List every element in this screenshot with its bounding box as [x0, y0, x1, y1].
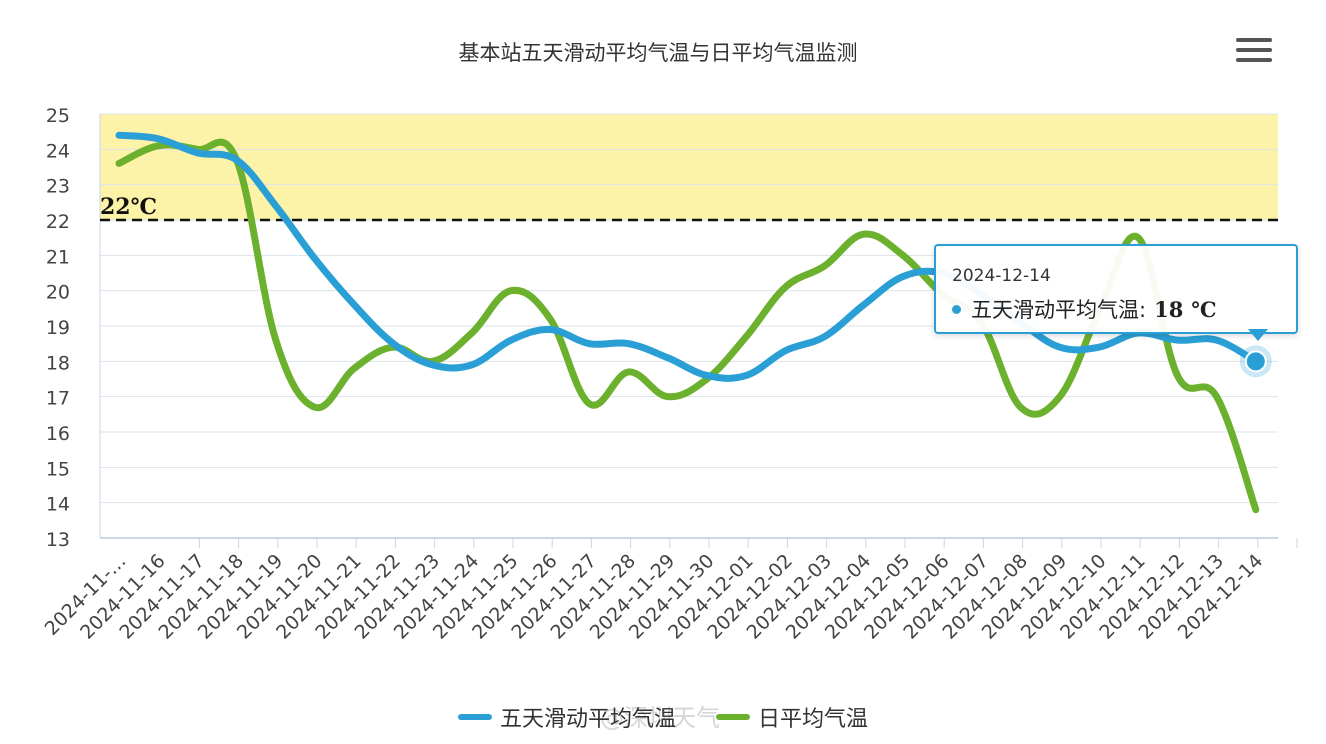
- legend-item-daily-avg[interactable]: 日平均气温: [716, 701, 868, 733]
- y-tick-label: 15: [46, 458, 70, 480]
- chart-title: 基本站五天滑动平均气温与日平均气温监测: [459, 41, 858, 65]
- legend-swatch-daily-avg: [716, 714, 750, 720]
- watermark: @深圳天气: [600, 704, 720, 732]
- tooltip-series-label: 五天滑动平均气温:: [971, 298, 1147, 322]
- legend-swatch-five-day-avg: [457, 714, 492, 720]
- y-tick-label: 14: [46, 494, 70, 516]
- y-tick-label: 21: [46, 246, 70, 268]
- y-tick-label: 20: [46, 282, 70, 304]
- y-tick-label: 23: [46, 176, 70, 198]
- y-tick-label: 17: [46, 388, 70, 410]
- series-line-five-day-avg: [115, 131, 1260, 382]
- legend: 五天滑动平均气温 日平均气温: [0, 700, 1326, 734]
- tooltip-row: 五天滑动平均气温: 18 ℃: [952, 294, 1216, 324]
- tooltip: 2024-12-14 五天滑动平均气温: 18 ℃: [934, 244, 1298, 334]
- tooltip-tail: [1248, 329, 1268, 341]
- y-tick-label: 13: [46, 529, 70, 551]
- threshold-label: 22℃: [100, 194, 157, 220]
- hamburger-menu-icon[interactable]: [1236, 38, 1272, 68]
- tooltip-unit: ℃: [1191, 296, 1217, 322]
- y-tick-label: 22: [46, 211, 70, 233]
- y-tick-label: 19: [46, 317, 70, 339]
- hover-marker[interactable]: [1244, 350, 1267, 373]
- y-tick-label: 25: [46, 105, 70, 127]
- legend-item-five-day-avg[interactable]: 五天滑动平均气温: [457, 701, 676, 733]
- warm-band: [100, 114, 1278, 220]
- y-tick-label: 18: [46, 352, 70, 374]
- tooltip-series-dot: [952, 304, 961, 314]
- y-tick-label: 16: [46, 423, 70, 445]
- legend-label-daily-avg: 日平均气温: [758, 707, 869, 732]
- legend-label-five-day-avg: 五天滑动平均气温: [499, 707, 676, 732]
- tooltip-value: 18: [1154, 296, 1184, 322]
- tooltip-date: 2024-12-14: [952, 266, 1051, 286]
- y-tick-label: 24: [46, 140, 70, 162]
